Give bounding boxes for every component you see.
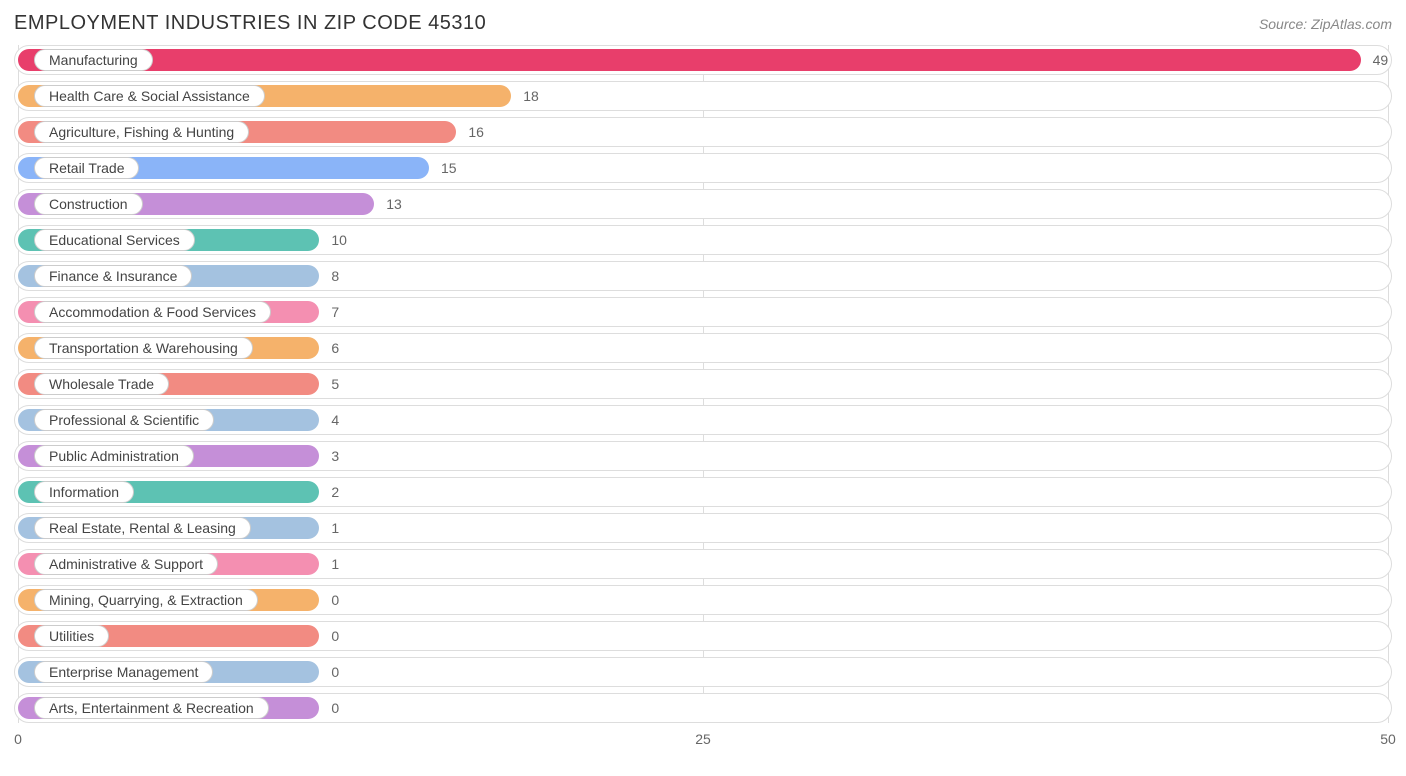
bar-label: Information xyxy=(34,481,134,503)
bar-row: Professional & Scientific 4 xyxy=(14,405,1392,435)
bar-label: Educational Services xyxy=(34,229,195,251)
bar xyxy=(18,49,1361,71)
bar-row: Administrative & Support 1 xyxy=(14,549,1392,579)
bar-label: Retail Trade xyxy=(34,157,139,179)
bar-label: Arts, Entertainment & Recreation xyxy=(34,697,269,719)
bar-row: Accommodation & Food Services 7 xyxy=(14,297,1392,327)
bar-row: Agriculture, Fishing & Hunting 16 xyxy=(14,117,1392,147)
chart-title: EMPLOYMENT INDUSTRIES IN ZIP CODE 45310 xyxy=(14,12,486,35)
chart-plot: Manufacturing 49 Health Care & Social Assi… xyxy=(14,45,1392,745)
bar-label: Enterprise Management xyxy=(34,661,213,683)
bar-label: Finance & Insurance xyxy=(34,265,192,287)
bar-label: Agriculture, Fishing & Hunting xyxy=(34,121,249,143)
bar-row: Information 2 xyxy=(14,477,1392,507)
bar-row: Arts, Entertainment & Recreation 0 xyxy=(14,693,1392,723)
bar-value: 1 xyxy=(331,549,339,579)
bar-row: Wholesale Trade 5 xyxy=(14,369,1392,399)
bar-row: Public Administration 3 xyxy=(14,441,1392,471)
bar-value: 1 xyxy=(331,513,339,543)
bar-label: Public Administration xyxy=(34,445,194,467)
x-axis-tick: 25 xyxy=(695,731,711,747)
bar-value: 6 xyxy=(331,333,339,363)
chart-area: Manufacturing 49 Health Care & Social Assi… xyxy=(14,45,1392,745)
bar-value: 4 xyxy=(331,405,339,435)
bar-row: Finance & Insurance 8 xyxy=(14,261,1392,291)
bar-row: Manufacturing 49 xyxy=(14,45,1392,75)
bar-value: 0 xyxy=(331,657,339,687)
bar-value: 49 xyxy=(1373,45,1389,75)
bar-value: 0 xyxy=(331,693,339,723)
bars-container: Manufacturing 49 Health Care & Social Assi… xyxy=(14,45,1392,723)
bar-label: Mining, Quarrying, & Extraction xyxy=(34,589,258,611)
bar-label: Professional & Scientific xyxy=(34,409,214,431)
bar-value: 8 xyxy=(331,261,339,291)
bar-value: 5 xyxy=(331,369,339,399)
bar-row: Health Care & Social Assistance 18 xyxy=(14,81,1392,111)
bar-row: Construction 13 xyxy=(14,189,1392,219)
x-axis-tick: 50 xyxy=(1380,731,1396,747)
x-axis: 02550 xyxy=(14,729,1392,751)
bar-value: 10 xyxy=(331,225,347,255)
bar-row: Enterprise Management 0 xyxy=(14,657,1392,687)
bar-value: 18 xyxy=(523,81,539,111)
bar-label: Transportation & Warehousing xyxy=(34,337,253,359)
bar-row: Retail Trade 15 xyxy=(14,153,1392,183)
bar-value: 16 xyxy=(468,117,484,147)
chart-source: Source: ZipAtlas.com xyxy=(1259,16,1392,32)
chart-header: EMPLOYMENT INDUSTRIES IN ZIP CODE 45310 … xyxy=(14,12,1392,35)
bar-label: Construction xyxy=(34,193,143,215)
bar-row: Transportation & Warehousing 6 xyxy=(14,333,1392,363)
bar-value: 2 xyxy=(331,477,339,507)
bar-label: Accommodation & Food Services xyxy=(34,301,271,323)
bar-value: 3 xyxy=(331,441,339,471)
bar-row: Utilities 0 xyxy=(14,621,1392,651)
bar-value: 7 xyxy=(331,297,339,327)
bar-label: Administrative & Support xyxy=(34,553,218,575)
bar-value: 15 xyxy=(441,153,457,183)
bar-label: Wholesale Trade xyxy=(34,373,169,395)
bar-label: Utilities xyxy=(34,625,109,647)
bar-value: 0 xyxy=(331,585,339,615)
bar-label: Real Estate, Rental & Leasing xyxy=(34,517,251,539)
bar-label: Manufacturing xyxy=(34,49,153,71)
bar-value: 0 xyxy=(331,621,339,651)
bar-label: Health Care & Social Assistance xyxy=(34,85,265,107)
bar-row: Educational Services 10 xyxy=(14,225,1392,255)
bar-value: 13 xyxy=(386,189,402,219)
bar-row: Real Estate, Rental & Leasing 1 xyxy=(14,513,1392,543)
x-axis-tick: 0 xyxy=(14,731,22,747)
bar-row: Mining, Quarrying, & Extraction 0 xyxy=(14,585,1392,615)
